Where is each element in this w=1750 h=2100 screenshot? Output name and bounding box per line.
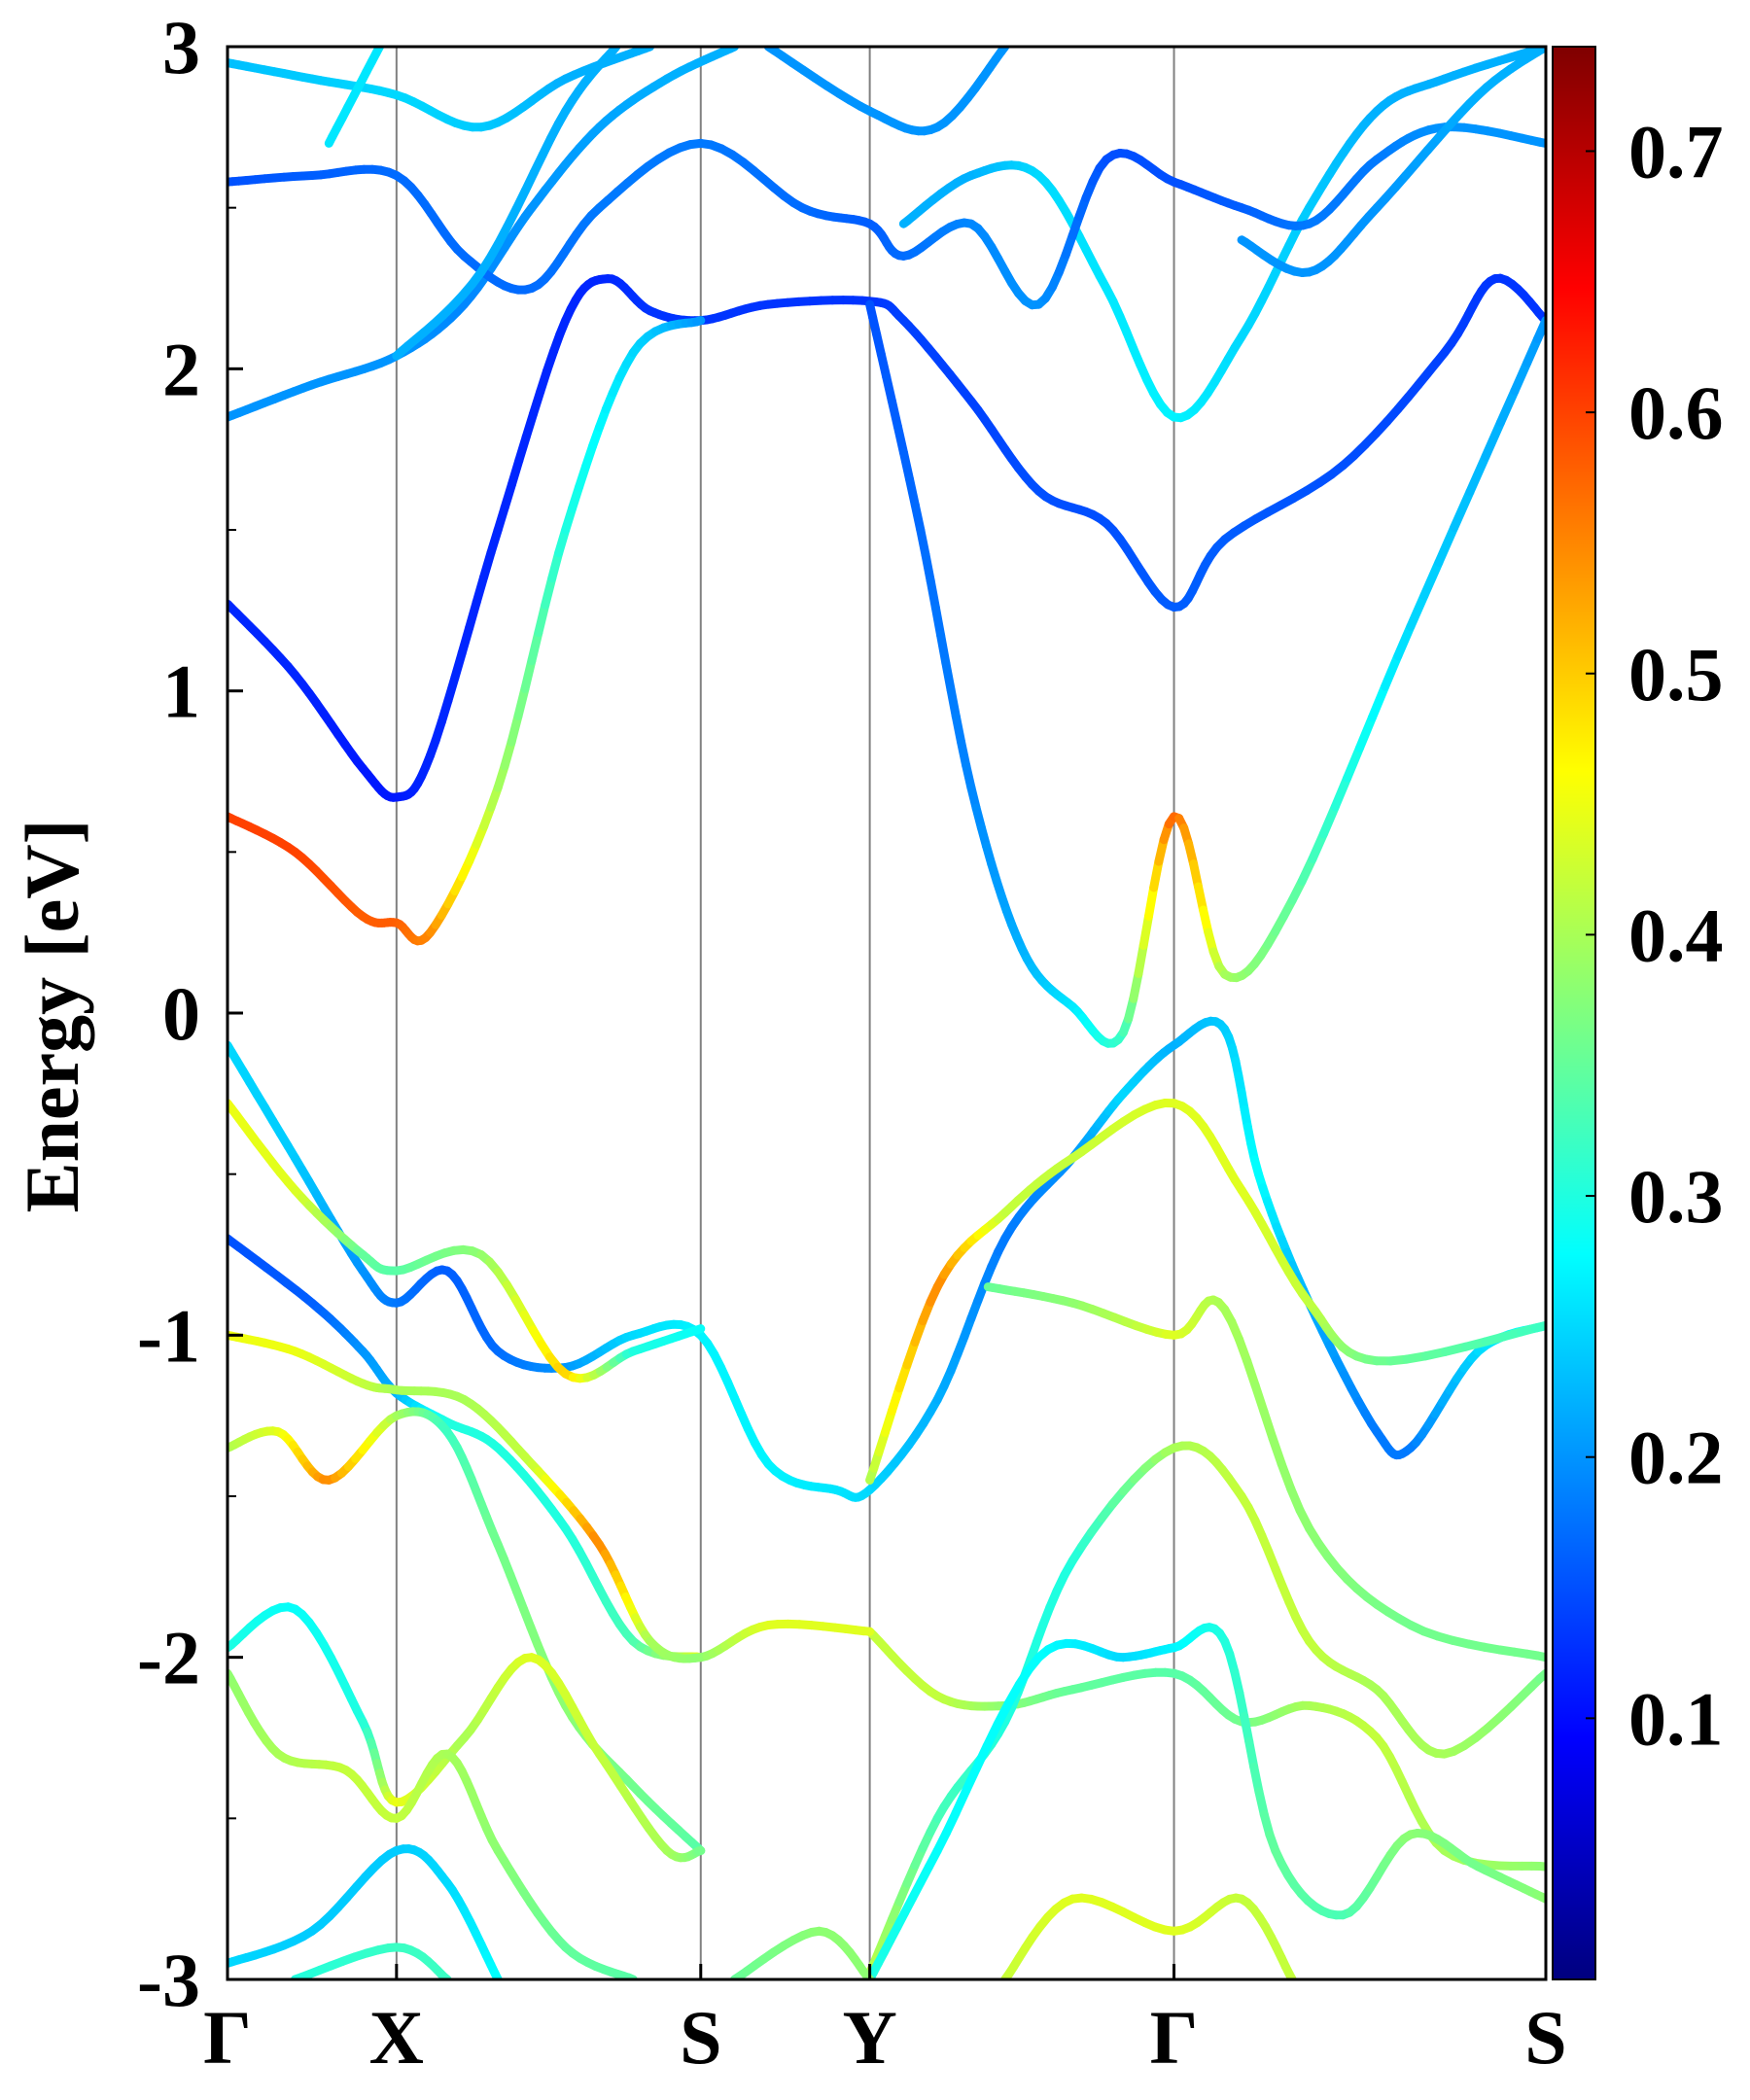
x-tick-label: S: [680, 1995, 721, 2080]
band-segment: [1308, 829, 1328, 863]
band-series: [1237, 47, 1546, 277]
y-axis-title: Energy [eV]: [10, 819, 94, 1212]
y-tick-label: 2: [162, 327, 200, 411]
band-series: [1000, 1893, 1297, 1979]
x-tick-label: Γ: [1150, 1995, 1199, 2080]
band-series: [228, 1099, 706, 1383]
band-series: [763, 47, 1010, 136]
band-segment: [1250, 1381, 1269, 1417]
band-segment: [513, 683, 530, 720]
band-segment: [541, 574, 557, 610]
band-series: [865, 1623, 1546, 1979]
band-series: [228, 1844, 503, 1979]
band-series: [324, 47, 384, 148]
band-segment: [926, 577, 940, 612]
band-segment: [936, 630, 951, 668]
band-segment: [1134, 941, 1148, 978]
x-tick-label: S: [1524, 1995, 1566, 2080]
band-segment: [899, 448, 914, 484]
colorbar-tick-label: 0.5: [1628, 632, 1724, 717]
band-segment: [457, 623, 474, 658]
band-segment: [1530, 1320, 1546, 1333]
band-series: [228, 1668, 638, 1979]
band-series: [228, 1330, 875, 1663]
band-segment: [1268, 1433, 1286, 1469]
band-segment: [1381, 651, 1403, 691]
band-series: [228, 47, 655, 132]
band-segment: [1149, 857, 1164, 892]
band-series: [983, 1282, 1546, 1662]
band-series: [865, 299, 1546, 1048]
colorbar-tick-label: 0.4: [1628, 892, 1724, 977]
band-segment: [1481, 418, 1505, 461]
band-segment: [1144, 883, 1159, 921]
band-segment: [1393, 621, 1416, 661]
band-segment: [1406, 591, 1429, 631]
colorbar-gradient: [1552, 46, 1596, 1980]
band-segment: [1318, 802, 1340, 839]
y-tick-label: -3: [137, 1938, 200, 2022]
band-segment: [1450, 487, 1475, 532]
high-symmetry-lines: [395, 47, 1175, 1979]
band-segment: [892, 422, 908, 458]
colorbar: 0.7 0.6 0.5 0.4 0.3 0.2 0.1: [1552, 46, 1724, 1980]
band-lines: [228, 47, 1546, 1979]
band-series: [228, 316, 706, 946]
colorbar-tick-label: 0.3: [1628, 1154, 1724, 1239]
band-segment: [1259, 1407, 1278, 1443]
band-segment: [941, 658, 956, 695]
colorbar-tick-label: 0.6: [1628, 370, 1724, 455]
band-segment: [858, 1627, 875, 1636]
band-segment: [465, 597, 481, 633]
band-segment: [1355, 713, 1377, 752]
band-segment: [1330, 773, 1352, 812]
y-tick-label: 1: [162, 649, 200, 734]
band-series: [228, 273, 1546, 802]
band-segment: [1434, 523, 1459, 567]
band-segment: [1368, 682, 1390, 722]
band-segment: [507, 712, 523, 747]
band-segment: [520, 656, 537, 693]
band-segment: [527, 628, 543, 666]
x-tick-label: Y: [842, 1995, 896, 2080]
y-tick-label: 3: [162, 5, 200, 89]
band-segment: [1465, 451, 1490, 497]
band-segment: [905, 474, 920, 509]
band-segment: [1343, 743, 1364, 783]
band-series: [865, 1099, 1546, 1485]
band-series: [228, 122, 1546, 310]
colorbar-tick-label: 0.2: [1628, 1416, 1724, 1500]
colorbar-tick-label: 0.1: [1628, 1676, 1724, 1761]
y-tick-label: 0: [162, 971, 200, 1056]
x-tick-label: X: [369, 1995, 424, 2080]
band-segment: [534, 600, 550, 638]
band-segment: [692, 316, 706, 327]
band-segment: [692, 1324, 706, 1335]
band-segment: [1138, 911, 1153, 950]
band-series: [392, 47, 621, 361]
band-segment: [930, 603, 946, 640]
x-tick-label: Γ: [203, 1995, 252, 2080]
band-segment: [1510, 358, 1532, 396]
band-segment: [1496, 386, 1520, 427]
y-tick-label: -1: [137, 1293, 200, 1378]
band-segment: [1419, 558, 1444, 601]
colorbar-tick-label: 0.7: [1628, 109, 1724, 193]
band-segment: [946, 685, 961, 721]
band-series: [291, 1942, 452, 1979]
y-tick-label: -2: [137, 1616, 200, 1700]
band-segment: [921, 550, 935, 585]
band-segment: [472, 572, 489, 607]
y-axis: 3 2 1 0 -1 -2 -3: [137, 5, 243, 2022]
